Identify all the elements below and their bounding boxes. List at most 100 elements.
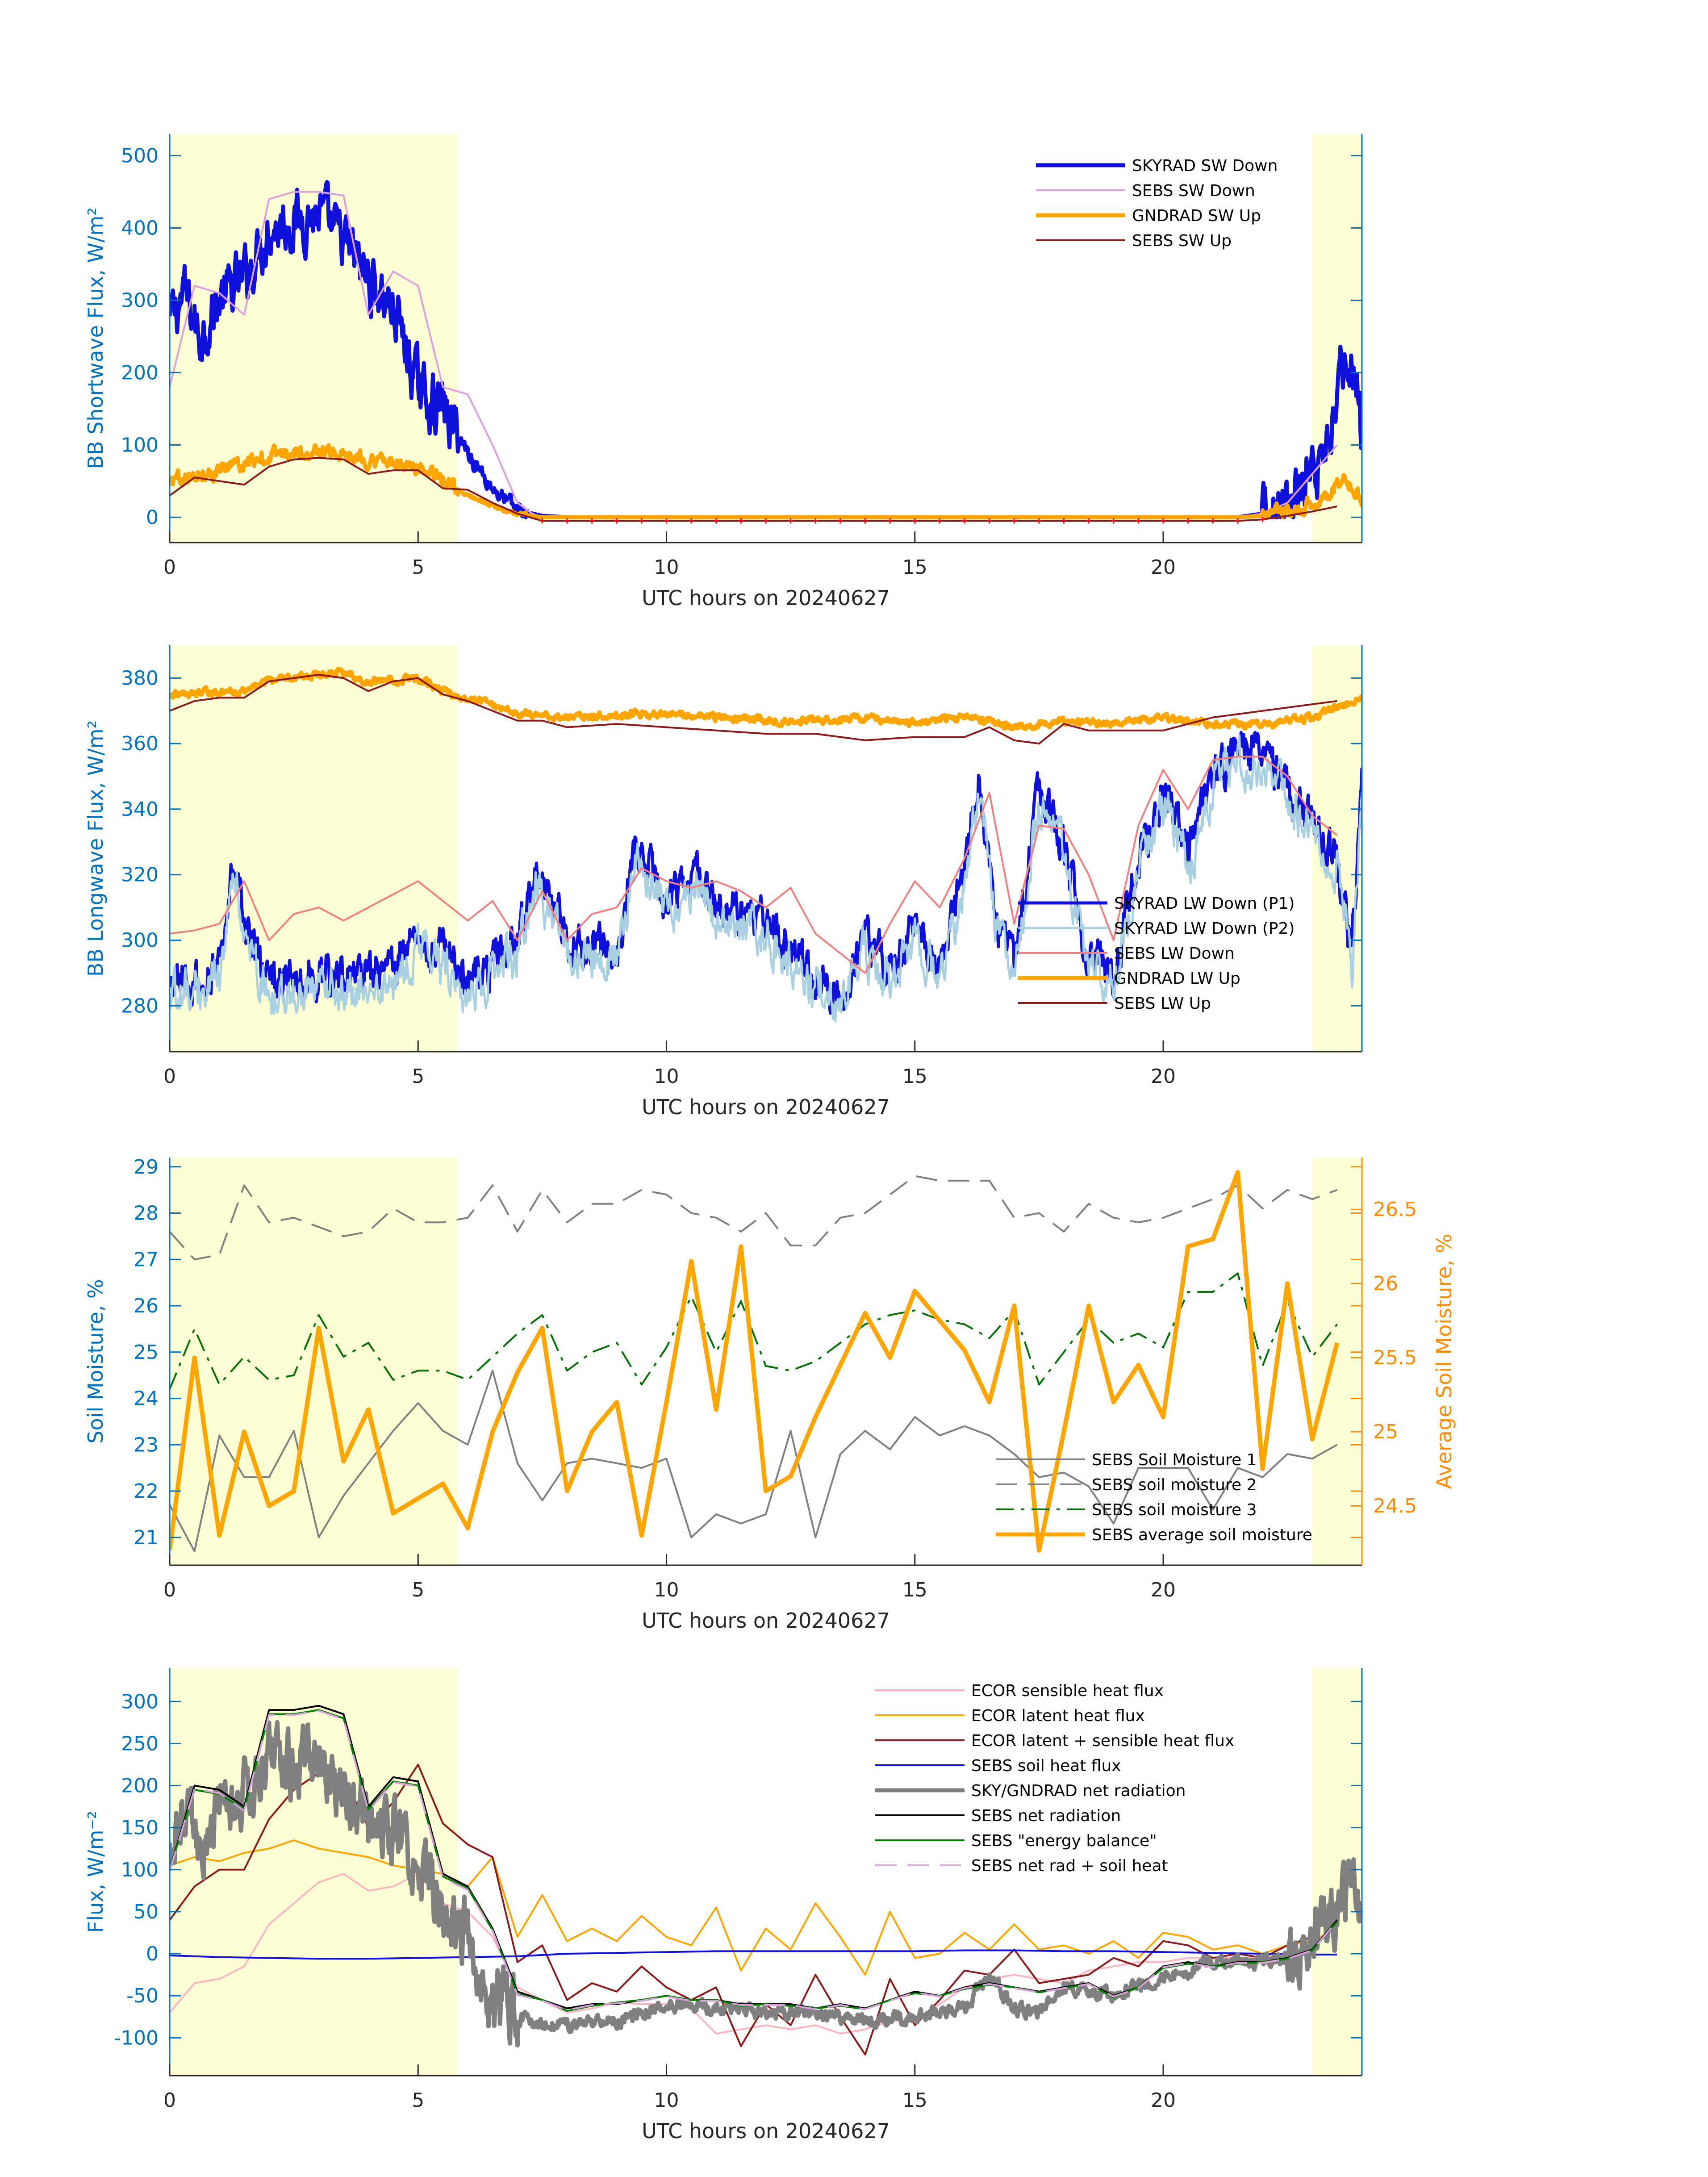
panel-2: 0 5 10 15 20 280 300 320 340 360 380 UTC hours on 2… [84,645,1363,1119]
series-line-3 [170,443,1362,519]
x-tick-label: 20 [1151,2089,1176,2112]
y-tick-label: 23 [134,1433,159,1456]
y-tick-label: 50 [134,1901,159,1923]
y-tick-label: -100 [114,2027,159,2049]
legend-label: SKYRAD LW Down (P1) [1114,894,1295,913]
legend-label: SKYRAD SW Down [1132,157,1278,175]
series-marker [1086,518,1092,524]
legend: ECOR sensible heat flux ECOR latent heat … [875,1682,1234,1875]
y-tick-label: 100 [121,434,159,456]
series-line-4 [170,1170,1340,1553]
series-marker [1185,518,1191,524]
legend-label: SEBS average soil moisture [1092,1526,1312,1544]
y-tick-label: 150 [121,1817,159,1839]
legend-label: SEBS LW Up [1114,994,1211,1013]
series-marker [564,518,570,524]
series-marker [539,518,545,524]
series-marker [813,518,819,524]
y-tick-label: 27 [134,1248,159,1271]
legend-label: SKYRAD LW Down (P2) [1114,919,1295,938]
y-tick-label-right: 25 [1373,1421,1398,1443]
series-marker [1210,518,1216,524]
x-tick-label: 0 [163,1579,176,1601]
y-tick-label: 28 [134,1202,159,1225]
legend-label: SEBS net radiation [971,1807,1121,1825]
x-tick-label: 10 [654,1065,679,1088]
x-tick-label: 15 [902,556,927,579]
x-tick-label: 20 [1151,1065,1176,1088]
x-tick-label: 20 [1151,556,1176,579]
y-tick-label: -50 [126,1985,159,2007]
x-tick-label: 5 [412,2089,424,2112]
y-tick-label: 25 [134,1341,159,1364]
series-line-2 [170,1839,1338,1976]
series-line-5 [170,674,1337,745]
night-shade-2 [1312,1157,1362,1565]
legend-label: SEBS Soil Moisture 1 [1092,1451,1257,1469]
series-marker [763,518,768,524]
series-marker [1260,517,1265,522]
series-marker [738,518,744,524]
series-line-2 [170,734,1362,1023]
x-tick-label: 0 [163,556,176,579]
y-tick-label: 340 [121,798,159,821]
y-tick-label: 500 [121,145,159,167]
series-marker [639,518,644,524]
x-tick-label: 10 [654,2089,679,2112]
series-line-4 [170,1949,1337,1960]
y-axis-label: Flux, W/m⁻² [84,1811,108,1933]
legend-label: SEBS SW Down [1132,182,1255,200]
series-line-5 [170,1720,1362,2047]
legend-label: GNDRAD LW Up [1114,969,1240,988]
series-line-3 [170,756,1338,974]
series-marker [1011,518,1017,524]
x-tick-label: 0 [163,1065,176,1088]
series-line-3 [170,1272,1338,1390]
y-tick-label-right: 25.5 [1373,1346,1417,1369]
y-tick-label: 0 [146,506,159,529]
x-tick-label: 0 [163,2089,176,2112]
x-tick-label: 15 [902,1579,927,1601]
series-marker [1061,518,1067,524]
series-marker [937,518,943,524]
series-marker [614,518,620,524]
y-axis-label: BB Longwave Flux, W/m² [84,720,108,977]
x-tick-label: 15 [902,2089,927,2112]
y-tick-label: 24 [134,1387,159,1410]
plot-area [170,1705,1362,2056]
legend-label: GNDRAD SW Up [1132,207,1261,225]
x-tick-label: 5 [412,1579,424,1601]
y-axis-label-right: Average Soil Moisture, % [1432,1234,1456,1489]
series-marker [912,518,918,524]
x-axis-label: UTC hours on 20240627 [642,2119,890,2143]
legend-label: SEBS LW Down [1114,944,1235,963]
y-tick-label: 22 [134,1480,159,1503]
series-marker [1235,518,1240,524]
series-marker [1111,518,1116,524]
series-line-1 [170,1370,1338,1552]
x-tick-label: 10 [654,1579,679,1601]
y-tick-label-right: 26 [1373,1272,1398,1295]
x-tick-label: 5 [412,1065,424,1088]
y-tick-label: 380 [121,667,159,689]
y-tick-label: 0 [146,1943,159,1965]
panel-4: 0 5 10 15 20 -100 -50 0 50 100 150 200 250 300 UTC hou… [84,1668,1363,2143]
series-line-1 [170,731,1362,1015]
series-marker [1136,518,1141,524]
series-line-2 [170,1175,1338,1261]
legend-label: ECOR latent heat flux [971,1707,1145,1725]
y-axis-label: BB Shortwave Flux, W/m² [84,207,108,469]
x-axis-label: UTC hours on 20240627 [642,1609,890,1633]
legend-label: SEBS SW Up [1132,232,1232,250]
series-marker [664,518,669,524]
legend-label: SKY/GNDRAD net radiation [971,1782,1186,1800]
series-marker [887,518,893,524]
legend-label: SEBS soil moisture 3 [1092,1501,1257,1519]
legend: SEBS Soil Moisture 1 SEBS soil moisture 2… [996,1451,1312,1544]
y-tick-label: 300 [121,1690,159,1713]
series-marker [589,518,595,524]
x-tick-label: 20 [1151,1579,1176,1601]
x-axis-label: UTC hours on 20240627 [642,1095,890,1119]
legend-label: SEBS net rad + soil heat [971,1857,1168,1875]
